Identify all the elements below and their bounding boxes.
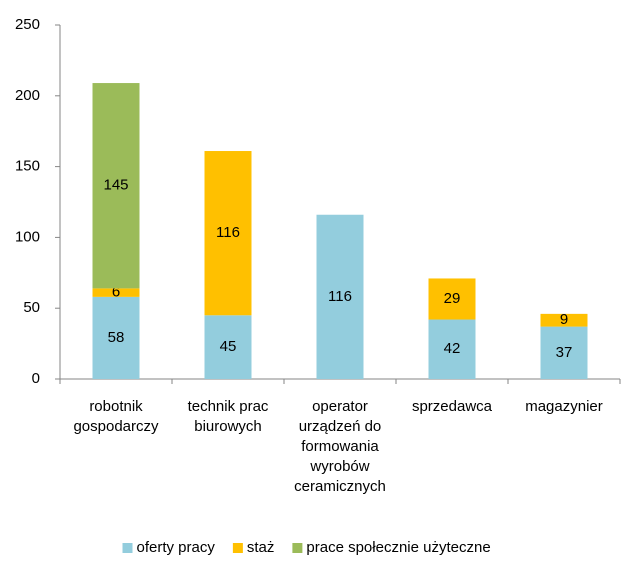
bar-segment <box>428 278 476 320</box>
x-tick-label: technik prac biurowych <box>188 398 269 435</box>
data-label: 9 <box>560 311 568 328</box>
data-label: 116 <box>328 288 352 305</box>
data-label: 116 <box>216 224 240 241</box>
bar-segment <box>316 214 364 379</box>
legend-label: oferty pracy <box>137 539 216 556</box>
data-label: 42 <box>444 340 461 357</box>
bar-segment <box>204 151 252 316</box>
y-tick-label: 0 <box>32 370 40 387</box>
bar-segment <box>204 315 252 379</box>
x-tick-label: sprzedawca <box>412 398 493 415</box>
data-label: 58 <box>108 329 125 346</box>
y-tick-label: 250 <box>15 16 40 33</box>
legend-label: prace społecznie użyteczne <box>306 539 490 556</box>
y-tick-label: 200 <box>15 87 40 104</box>
y-tick-label: 50 <box>23 299 40 316</box>
y-tick-label: 100 <box>15 228 40 245</box>
legend-swatch <box>122 543 133 553</box>
x-tick-label: operator urządzeń do formowania wyrobów cera… <box>294 398 386 495</box>
x-tick-label: magazynier <box>525 398 603 415</box>
legend-label: staż <box>247 539 275 556</box>
legend-swatch <box>232 543 243 553</box>
data-label: 29 <box>444 290 461 307</box>
x-tick-label: robotnik gospodarczy <box>73 398 159 435</box>
data-label: 145 <box>103 177 128 194</box>
bar-segment <box>92 296 140 379</box>
y-tick-label: 150 <box>15 158 40 175</box>
legend-swatch <box>292 543 303 553</box>
bar-segment <box>92 83 140 289</box>
bar-segment <box>540 326 588 379</box>
bar-segment <box>540 313 588 327</box>
data-label: 37 <box>556 344 573 361</box>
data-label: 45 <box>220 338 237 355</box>
data-label: 6 <box>112 284 120 301</box>
bar-segment <box>92 288 140 297</box>
bar-segment <box>428 319 476 379</box>
